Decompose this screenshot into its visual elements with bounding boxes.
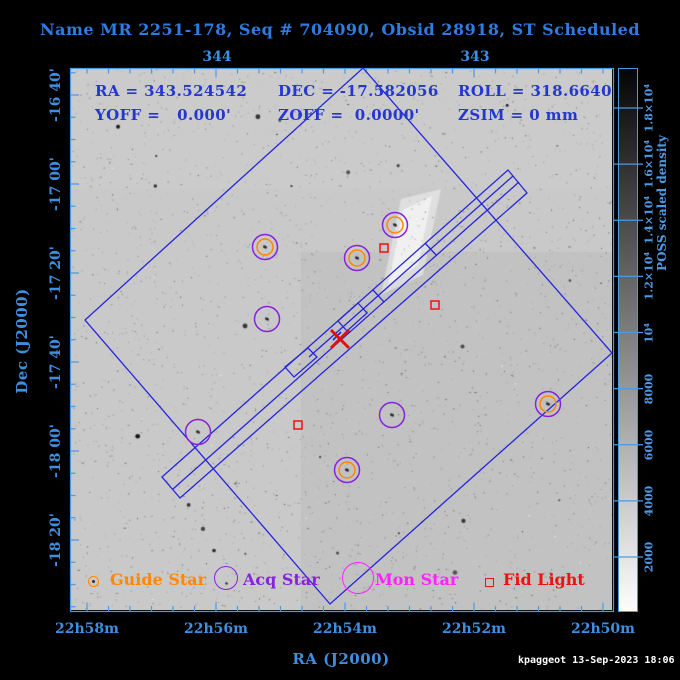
legend-label-guide-star: Guide Star [110,570,207,589]
acq-star-legend-icon [214,566,238,590]
y-tick-label: -17 40' [48,335,64,389]
colorbar-tick-label: 1.8×10⁴ [642,83,656,133]
x-axis-title: RA (J2000) [292,650,390,668]
colorbar-tick-label: 6000 [642,429,656,461]
colorbar-tick-label: 2000 [642,541,656,573]
guide-star-legend-dot [92,580,95,583]
legend-label-fid-light: Fid Light [503,570,585,589]
colorbar-tick-label: 4000 [642,485,656,517]
y-tick-label: -17 20' [48,246,64,300]
y-tick-label: -16 40' [48,68,64,122]
y-tick-label: -18 20' [48,513,64,567]
credit-timestamp: kpaggeot 13-Sep-2023 18:06 [518,655,675,666]
x-tick-label: 22h58m [55,621,119,637]
info-zoff: ZOFF = 0.0000' [278,106,420,124]
mon-star-legend-icon [342,562,374,594]
info-roll: ROLL = 318.6640 [458,82,612,100]
x-tick-label: 22h56m [184,621,248,637]
info-ra: RA = 343.524542 [95,82,248,100]
colorbar-tick-label: 1.2×10⁴ [642,252,656,301]
y-tick-label: -17 00' [48,157,64,211]
x-tick-label: 22h54m [313,621,377,637]
colorbar-tick-label: 1.4×10⁴ [642,196,656,245]
info-yoff: YOFF = 0.000' [95,106,232,124]
page-title: Name MR 2251-178, Seq # 704090, Obsid 28… [39,20,641,39]
top-tick-label: 343 [460,49,490,65]
top-tick-label: 344 [202,49,232,65]
colorbar-gradient [618,68,638,612]
y-axis-title: Dec (J2000) [13,288,31,394]
colorbar-tick-label: 10⁴ [642,322,656,343]
legend-label-mon-star: Mon Star [375,570,459,589]
info-dec: DEC = -17.582056 [278,82,439,100]
legend-label-acq-star: Acq Star [243,570,320,589]
x-tick-label: 22h52m [442,621,506,637]
fid-light-legend-icon [485,578,494,587]
colorbar-tick-label: 1.6×10⁴ [642,139,656,189]
x-tick-label: 22h50m [571,621,635,637]
info-zsim: ZSIM = 0 mm [458,106,579,124]
poss-sky-image-canvas[interactable] [71,69,612,610]
y-tick-label: -18 00' [48,424,64,478]
colorbar-title: POSS scaled density [655,135,669,271]
colorbar-tick-label: 8000 [642,373,656,404]
